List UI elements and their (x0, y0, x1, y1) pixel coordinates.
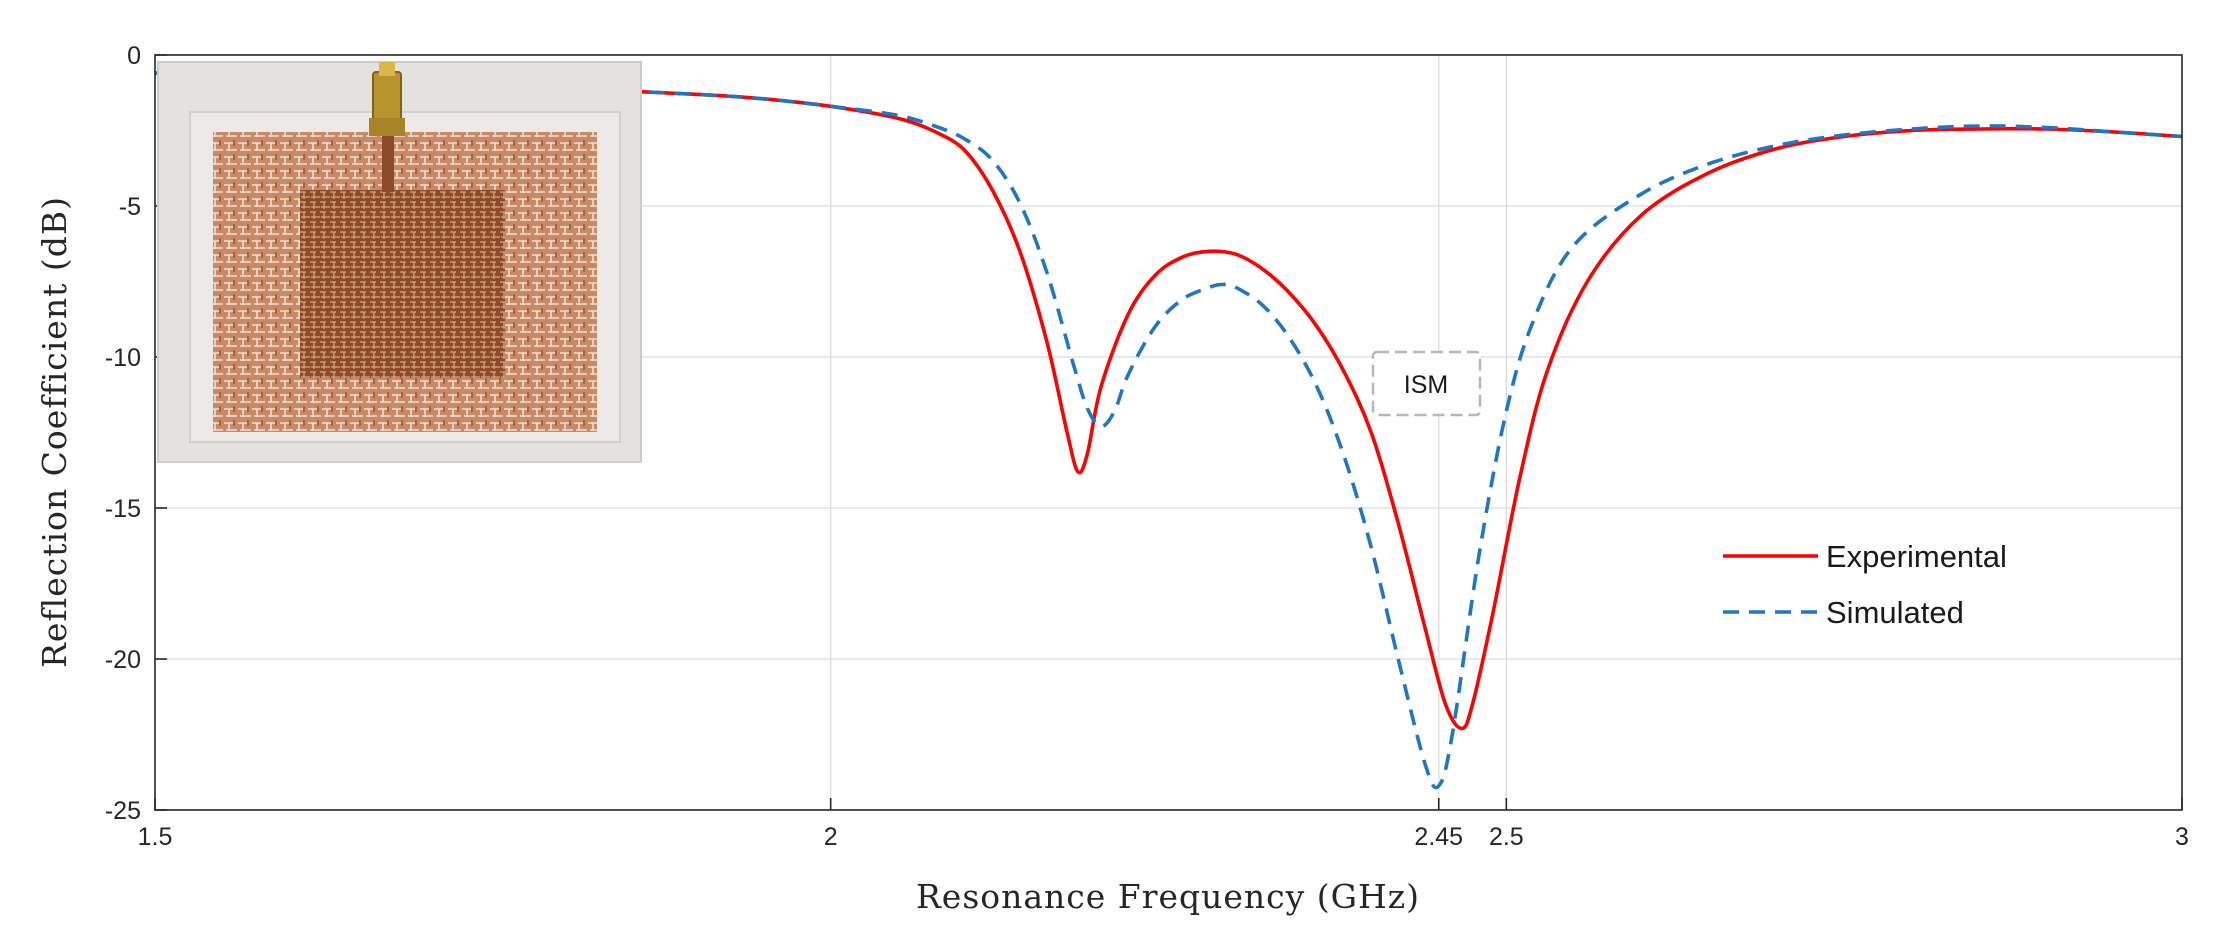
svg-text:ISM: ISM (1404, 371, 1448, 399)
antenna-photo-icon (157, 61, 642, 463)
y-tick-label: -5 (119, 193, 141, 221)
ism-annotation: ISM (1371, 350, 1482, 417)
x-tick-label: 2 (824, 823, 838, 851)
x-tick-label: 1.5 (138, 823, 173, 851)
x-tick-label: 3 (2175, 823, 2189, 851)
x-tick-label: 2.5 (1489, 823, 1524, 851)
legend-label-simulated: Simulated (1826, 595, 1964, 630)
y-tick-label: -15 (105, 495, 141, 523)
legend: Experimental Simulated (1723, 539, 2007, 630)
y-axis-title: Reflection Coefficient (dB) (35, 196, 74, 668)
y-axis-ticks: 0 -5 -10 -15 -20 -25 (105, 42, 167, 825)
y-tick-label: -25 (105, 797, 141, 825)
y-tick-label: -20 (105, 646, 141, 674)
y-tick-label: -10 (105, 344, 141, 372)
y-tick-label: 0 (127, 42, 141, 70)
x-axis-title: Resonance Frequency (GHz) (916, 877, 1420, 916)
series-line-simulated (155, 71, 2182, 790)
legend-label-experimental: Experimental (1826, 539, 2007, 574)
x-axis-ticks: 1.5 2 2.45 2.5 3 (138, 798, 2189, 851)
x-tick-label: 2.45 (1414, 823, 1463, 851)
axes-box (154, 54, 2183, 811)
